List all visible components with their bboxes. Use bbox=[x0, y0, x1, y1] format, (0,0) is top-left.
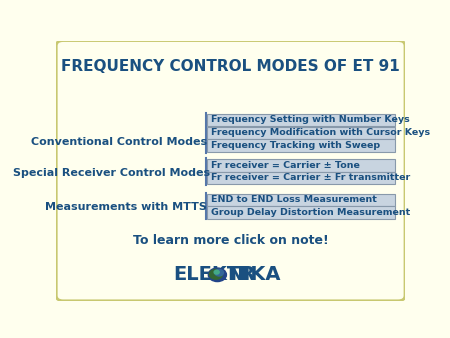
Text: NIKA: NIKA bbox=[227, 265, 281, 284]
FancyBboxPatch shape bbox=[56, 41, 405, 301]
Circle shape bbox=[209, 269, 222, 279]
Circle shape bbox=[214, 270, 219, 274]
FancyBboxPatch shape bbox=[207, 206, 395, 219]
Text: END to END Loss Measurement: END to END Loss Measurement bbox=[212, 195, 377, 204]
Text: Fr receiver = Carrier ± Fr transmitter: Fr receiver = Carrier ± Fr transmitter bbox=[212, 173, 411, 183]
FancyBboxPatch shape bbox=[207, 159, 395, 172]
Text: FREQUENCY CONTROL MODES OF ET 91: FREQUENCY CONTROL MODES OF ET 91 bbox=[61, 59, 400, 74]
FancyBboxPatch shape bbox=[207, 114, 395, 126]
Text: ELEKTR: ELEKTR bbox=[173, 265, 255, 284]
Text: Frequency Setting with Number Keys: Frequency Setting with Number Keys bbox=[212, 116, 410, 124]
Text: Frequency Tracking with Sweep: Frequency Tracking with Sweep bbox=[212, 141, 381, 150]
Text: Fr receiver = Carrier ± Tone: Fr receiver = Carrier ± Tone bbox=[212, 161, 360, 170]
FancyBboxPatch shape bbox=[207, 127, 395, 139]
Text: Conventional Control Modes: Conventional Control Modes bbox=[31, 137, 207, 147]
FancyBboxPatch shape bbox=[207, 172, 395, 184]
Circle shape bbox=[208, 268, 226, 282]
Text: To learn more click on note!: To learn more click on note! bbox=[133, 235, 328, 247]
FancyBboxPatch shape bbox=[207, 194, 395, 206]
FancyBboxPatch shape bbox=[207, 140, 395, 152]
Text: Special Receiver Control Modes: Special Receiver Control Modes bbox=[14, 168, 211, 178]
Text: Group Delay Distortion Measurement: Group Delay Distortion Measurement bbox=[212, 208, 411, 217]
Text: Frequency Modification with Cursor Keys: Frequency Modification with Cursor Keys bbox=[212, 128, 431, 138]
Text: Measurements with MTTS: Measurements with MTTS bbox=[45, 202, 207, 212]
Circle shape bbox=[215, 269, 224, 276]
